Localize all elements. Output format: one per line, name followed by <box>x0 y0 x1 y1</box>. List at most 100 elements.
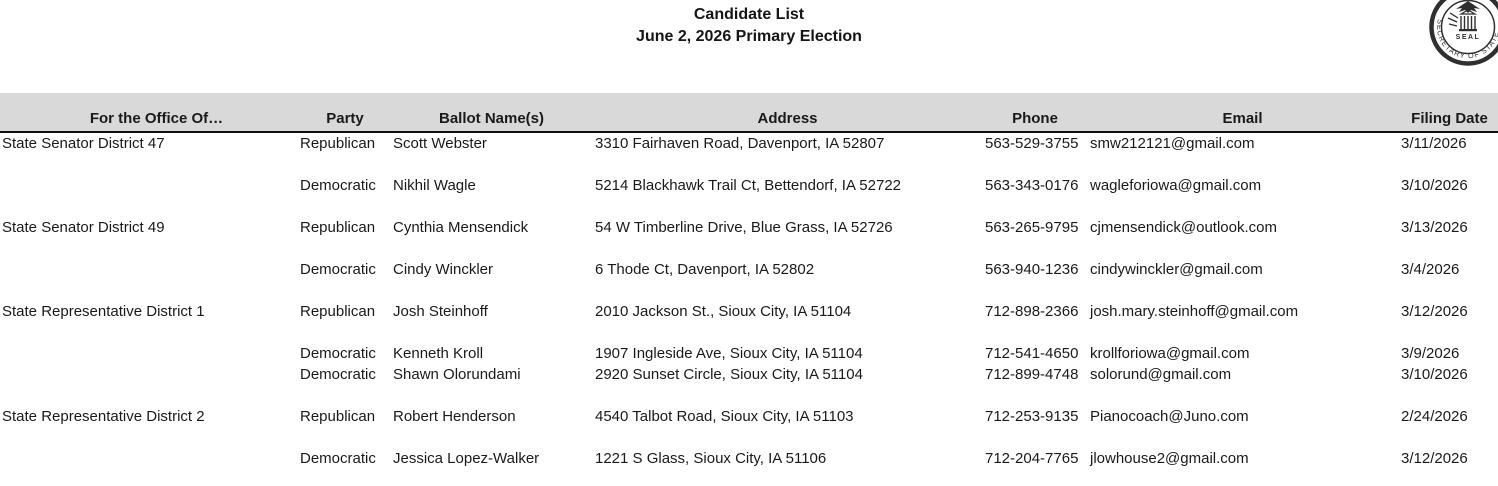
cell-email: krollforiowa@gmail.com <box>1090 345 1250 362</box>
cell-address: 1221 S Glass, Sioux City, IA 51106 <box>595 450 827 467</box>
table-header-row: For the Office Of… Party Ballot Name(s) … <box>0 93 1498 133</box>
cell-office <box>0 385 295 406</box>
cell-email <box>1085 385 1395 406</box>
cell-party <box>295 196 390 217</box>
cell-filing-date <box>1395 427 1498 448</box>
table-row: State Senator District 49 Republican Cyn… <box>0 217 1498 238</box>
seal-svg: SEAL SECRETARY OF STATE <box>1429 0 1498 66</box>
cell-party: Democratic <box>300 177 376 194</box>
cell-ballot-name: Robert Henderson <box>393 408 516 425</box>
cell-office <box>0 196 295 217</box>
cell-address: 4540 Talbot Road, Sioux City, IA 51103 <box>595 408 854 425</box>
cell-filing-date: 3/10/2026 <box>1401 177 1468 194</box>
cell-email <box>1085 196 1395 217</box>
cell-address <box>590 196 980 217</box>
cell-filing-date <box>1395 196 1498 217</box>
cell-phone: 712-253-9135 <box>985 408 1079 425</box>
column-header-party: Party <box>326 110 364 127</box>
cell-filing-date <box>1395 322 1498 343</box>
table-row: Democratic Shawn Olorundami 2920 Sunset … <box>0 364 1498 385</box>
cell-address: 2010 Jackson St., Sioux City, IA 51104 <box>595 303 852 320</box>
cell-phone <box>980 154 1085 175</box>
page-subtitle: June 2, 2026 Primary Election <box>636 28 862 45</box>
table-row: Democratic Kenneth Kroll 1907 Ingleside … <box>0 343 1498 364</box>
cell-email: jlowhouse2@gmail.com <box>1090 450 1249 467</box>
cell-party: Democratic <box>300 450 376 467</box>
seal-center-text: SEAL <box>1456 34 1481 41</box>
cell-ballot-name <box>390 322 590 343</box>
column-header-filing-date: Filing Date <box>1411 110 1488 127</box>
cell-filing-date: 3/12/2026 <box>1401 303 1468 320</box>
cell-phone: 712-898-2366 <box>985 303 1079 320</box>
cell-party <box>295 238 390 259</box>
cell-office <box>0 322 295 343</box>
cell-address <box>590 385 980 406</box>
cell-party: Democratic <box>300 345 376 362</box>
cell-email <box>1085 154 1395 175</box>
cell-ballot-name: Shawn Olorundami <box>393 366 521 383</box>
cell-party: Democratic <box>300 366 376 383</box>
cell-phone: 712-541-4650 <box>985 345 1079 362</box>
cell-address: 1907 Ingleside Ave, Sioux City, IA 51104 <box>595 345 863 362</box>
table-body: State Senator District 47 Republican Sco… <box>0 133 1498 469</box>
cell-address: 6 Thode Ct, Davenport, IA 52802 <box>595 261 815 278</box>
cell-filing-date: 3/12/2026 <box>1401 450 1468 467</box>
column-header-ballot-name: Ballot Name(s) <box>438 110 545 127</box>
cell-address: 54 W Timberline Drive, Blue Grass, IA 52… <box>595 219 893 236</box>
cell-party: Republican <box>300 135 376 152</box>
cell-party <box>295 154 390 175</box>
cell-phone <box>980 280 1085 301</box>
spacer-row <box>0 196 1498 217</box>
cell-phone: 563-343-0176 <box>985 177 1079 194</box>
cell-phone <box>980 238 1085 259</box>
cell-office <box>0 343 295 364</box>
secretary-of-state-seal-icon: SEAL SECRETARY OF STATE <box>1428 0 1498 67</box>
cell-ballot-name <box>390 196 590 217</box>
cell-phone: 563-529-3755 <box>985 135 1079 152</box>
cell-ballot-name <box>390 154 590 175</box>
table-row: State Representative District 1 Republic… <box>0 301 1498 322</box>
cell-ballot-name: Scott Webster <box>393 135 487 152</box>
cell-party: Republican <box>300 219 376 236</box>
cell-email: cindywinckler@gmail.com <box>1090 261 1263 278</box>
cell-office <box>0 259 295 280</box>
cell-ballot-name: Josh Steinhoff <box>393 303 488 320</box>
cell-address <box>590 280 980 301</box>
cell-office: State Senator District 49 <box>2 219 165 236</box>
cell-office <box>0 364 295 385</box>
cell-filing-date: 3/10/2026 <box>1401 366 1468 383</box>
cell-party: Republican <box>300 408 376 425</box>
cell-ballot-name: Cynthia Mensendick <box>393 219 529 236</box>
cell-filing-date: 3/9/2026 <box>1401 345 1460 362</box>
spacer-row <box>0 427 1498 448</box>
cell-address: 5214 Blackhawk Trail Ct, Bettendorf, IA … <box>595 177 902 194</box>
cell-filing-date <box>1395 154 1498 175</box>
cell-address: 2920 Sunset Circle, Sioux City, IA 51104 <box>595 366 863 383</box>
cell-ballot-name <box>390 238 590 259</box>
cell-email: josh.mary.steinhoff@gmail.com <box>1090 303 1299 320</box>
spacer-row <box>0 154 1498 175</box>
cell-filing-date <box>1395 280 1498 301</box>
cell-office: State Senator District 47 <box>2 135 165 152</box>
cell-party: Republican <box>300 303 376 320</box>
document-title-block: Candidate List June 2, 2026 Primary Elec… <box>0 4 1498 48</box>
cell-party <box>295 427 390 448</box>
cell-ballot-name: Cindy Winckler <box>393 261 494 278</box>
cell-address <box>590 154 980 175</box>
cell-party: Democratic <box>300 261 376 278</box>
cell-office <box>0 175 295 196</box>
cell-ballot-name <box>390 280 590 301</box>
cell-party <box>295 280 390 301</box>
cell-email <box>1085 238 1395 259</box>
spacer-row <box>0 385 1498 406</box>
spacer-row <box>0 280 1498 301</box>
cell-ballot-name: Kenneth Kroll <box>393 345 484 362</box>
cell-phone: 563-940-1236 <box>985 261 1079 278</box>
cell-filing-date: 3/11/2026 <box>1401 135 1467 152</box>
table-row: Democratic Cindy Winckler 6 Thode Ct, Da… <box>0 259 1498 280</box>
cell-filing-date <box>1395 238 1498 259</box>
page-title: Candidate List <box>693 6 805 23</box>
cell-phone <box>980 427 1085 448</box>
cell-ballot-name <box>390 427 590 448</box>
cell-email <box>1085 322 1395 343</box>
